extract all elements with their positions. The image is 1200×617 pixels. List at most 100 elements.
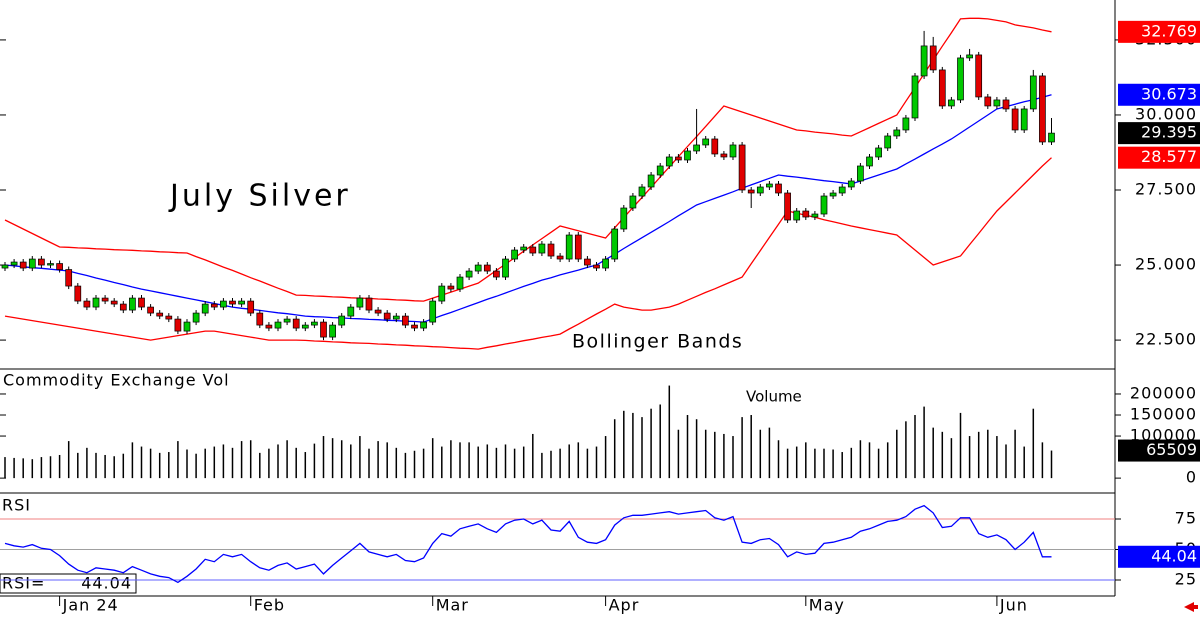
volume-bar <box>613 419 616 479</box>
volume-bar <box>532 433 534 479</box>
volume-bar <box>704 429 707 479</box>
volume-bar <box>177 441 179 479</box>
volume-bar <box>795 446 798 479</box>
volume-bar <box>86 447 88 479</box>
candle-body <box>847 180 855 188</box>
volume-bar <box>350 444 352 479</box>
x-tick-label: Mar <box>436 596 469 615</box>
candle-body <box>502 258 509 278</box>
candle-body <box>274 321 282 329</box>
volume-bar <box>950 438 953 479</box>
volume-bar <box>550 450 552 479</box>
candle-body <box>565 234 573 260</box>
candle-body <box>957 57 964 101</box>
candle-body <box>329 324 336 338</box>
candle-body <box>65 269 73 287</box>
candle-body <box>556 255 564 260</box>
candle-body <box>356 297 364 308</box>
volume-bar <box>58 454 61 479</box>
candle-body <box>1011 108 1019 131</box>
volume-bar <box>604 436 607 479</box>
x-tick-label: Feb <box>254 596 285 615</box>
candle-body <box>265 324 273 329</box>
y-tick-label: 0 <box>1186 468 1197 487</box>
candle-body <box>56 263 63 270</box>
volume-bar <box>695 419 698 479</box>
volume-bar <box>786 448 789 479</box>
value-tag-label: 32.769 <box>1141 21 1197 40</box>
candle-body <box>684 150 691 161</box>
candle-body <box>729 144 737 158</box>
candle-body <box>165 315 173 320</box>
value-tag <box>1118 439 1200 462</box>
candle-body <box>675 156 682 161</box>
candle-body <box>210 303 218 308</box>
candle-body <box>547 243 555 257</box>
candle-body <box>738 144 746 191</box>
volume-bar <box>650 408 652 479</box>
volume-bar <box>322 436 325 479</box>
candle-body <box>119 303 127 311</box>
volume-bar <box>632 412 634 479</box>
candle-body <box>793 210 801 221</box>
volume-bar <box>768 427 771 479</box>
volume-bar <box>331 438 334 479</box>
candle-body <box>38 258 45 266</box>
value-tag-label: 28.577 <box>1141 147 1197 166</box>
candle-body <box>1020 108 1028 131</box>
volume-bar <box>368 448 370 479</box>
volume-bar <box>941 431 944 479</box>
value-tag <box>1118 545 1200 568</box>
volume-bar <box>859 440 862 479</box>
candle-body <box>156 312 164 317</box>
volume-bar <box>468 442 470 479</box>
value-box <box>0 573 137 594</box>
volume-bar <box>832 449 834 479</box>
volume-bar <box>504 444 507 479</box>
y-tick-label: 150000 <box>1130 405 1197 424</box>
candle-body <box>1002 99 1010 110</box>
candle-body <box>993 99 1001 107</box>
volume-bar <box>213 446 216 479</box>
candle-body <box>520 246 528 251</box>
candle-body <box>365 297 373 311</box>
candle-body <box>784 192 791 221</box>
candle-body <box>866 156 873 167</box>
volume-bar <box>823 448 825 479</box>
candle-body <box>338 315 346 326</box>
candle-body <box>838 186 846 194</box>
volume-bar <box>149 448 152 479</box>
volume-bar <box>568 444 570 479</box>
candle-body <box>756 186 764 194</box>
candle-body <box>92 297 100 308</box>
candle-body <box>10 261 18 266</box>
x-tick-label: Apr <box>609 596 640 615</box>
volume-bar <box>1050 450 1053 479</box>
x-tick-label: Jan 24 <box>62 596 119 615</box>
candle-body <box>702 138 710 146</box>
candle-body <box>383 312 391 320</box>
volume-bar <box>996 436 998 479</box>
candle-body <box>347 306 355 317</box>
volume-bar <box>340 440 343 479</box>
candle-body <box>1048 132 1055 143</box>
volume-bar <box>1023 446 1025 479</box>
candle-body <box>611 228 619 260</box>
volume-bar <box>586 448 589 479</box>
volume-bar <box>413 450 416 479</box>
candle-body <box>83 300 91 308</box>
volume-bar <box>868 442 871 479</box>
candle-body <box>392 315 400 320</box>
volume-bar <box>386 442 388 479</box>
volume-bar <box>486 444 489 479</box>
volume-bar <box>40 457 43 479</box>
volume-bar <box>659 404 661 479</box>
volume-bar <box>31 459 34 479</box>
volume-bar <box>641 417 643 479</box>
volume-bar <box>195 453 197 479</box>
x-tick-label: Jun <box>999 596 1028 615</box>
scroll-arrow[interactable] <box>1184 602 1198 612</box>
candle-body <box>19 261 27 269</box>
candle-body <box>884 135 892 149</box>
volume-bar <box>987 429 989 479</box>
